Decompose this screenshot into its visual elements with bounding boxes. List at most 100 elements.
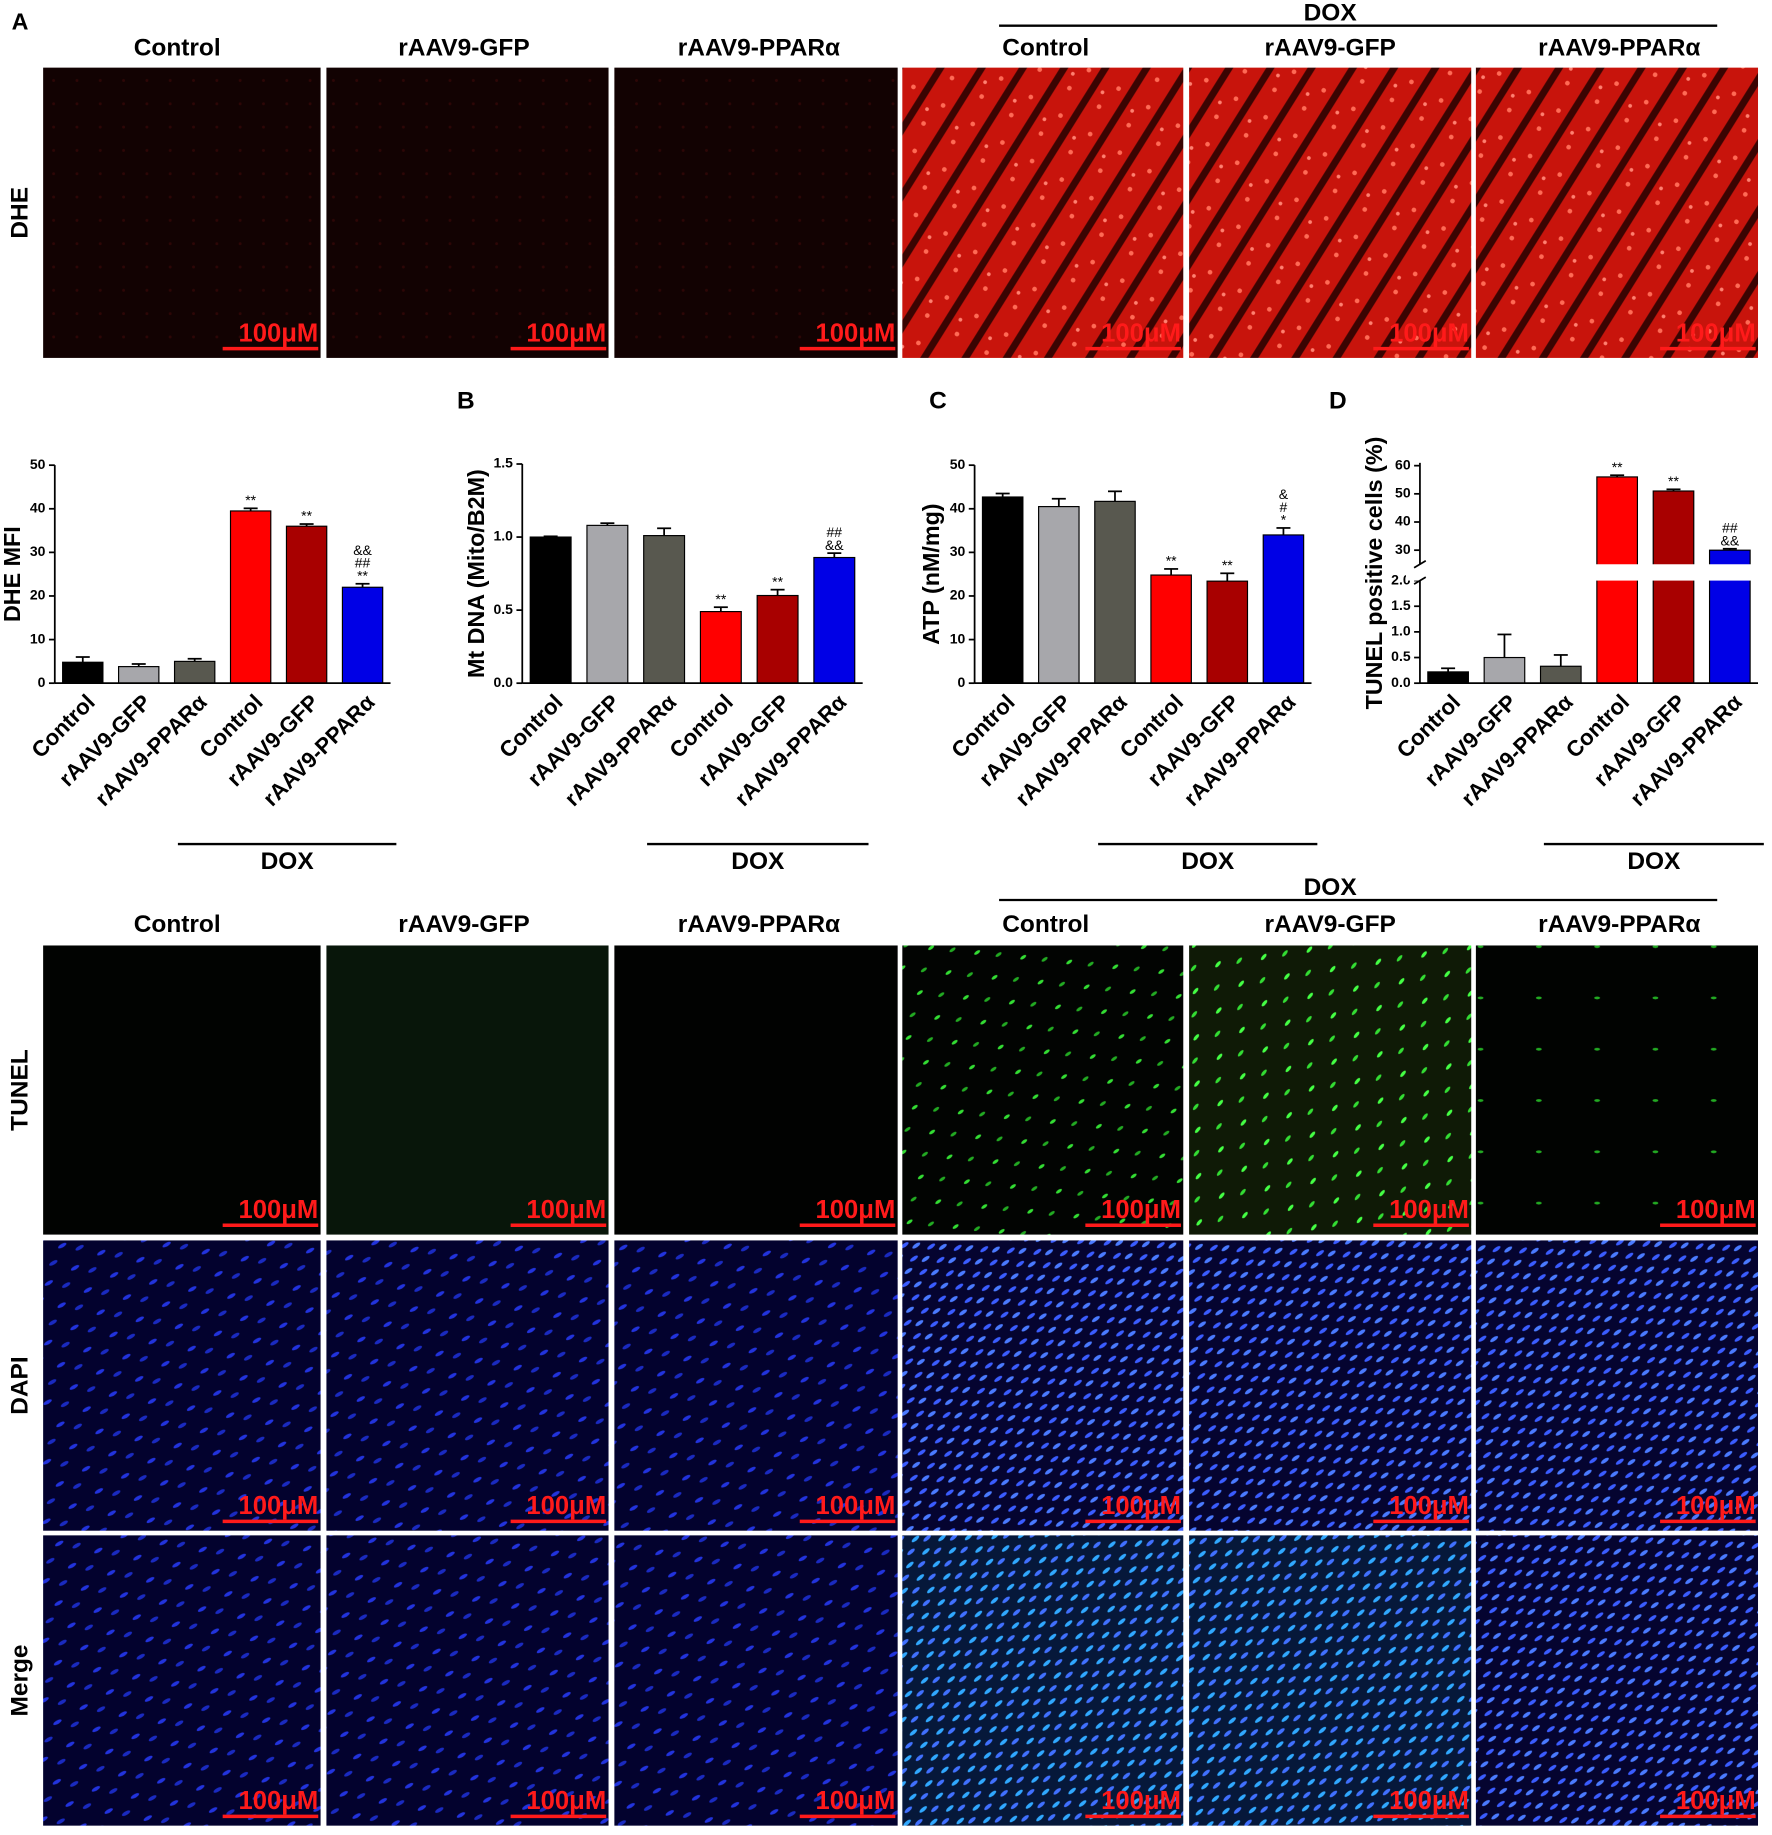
column-header: rAAV9-PPARα (678, 911, 840, 938)
micrograph (326, 67, 609, 358)
bar (699, 610, 742, 684)
micrograph (614, 67, 898, 358)
scale-bar-label: 100μM (816, 1787, 896, 1815)
y-tick-label: 1.5 (494, 455, 514, 471)
significance: ** (1222, 557, 1233, 573)
scale-bar-label: 100μM (526, 1196, 606, 1224)
micrograph (326, 1240, 609, 1531)
micrograph (1475, 945, 1759, 1235)
break-mark (1413, 560, 1427, 569)
scale-bar-label: 100μM (1676, 1492, 1756, 1520)
y-tick-label: 40 (30, 499, 46, 515)
y-tick-label: 0.5 (1391, 648, 1411, 664)
y-tick-label: 50 (30, 456, 46, 472)
scale-bar-label: 100μM (1676, 319, 1756, 347)
significance: ## (355, 555, 371, 571)
scale-bar-label: 100μM (1389, 1492, 1469, 1520)
y-tick-label: 0 (957, 674, 965, 690)
row-label: DHE (6, 187, 33, 239)
panel-label: C (929, 388, 947, 415)
bar (643, 535, 686, 684)
row-label: DAPI (6, 1356, 33, 1414)
micrograph (1475, 1240, 1759, 1531)
bar (981, 496, 1024, 684)
group-label: DOX (1304, 0, 1358, 26)
column-header: rAAV9-GFP (1264, 911, 1395, 938)
y-tick-label: 40 (950, 499, 966, 515)
significance: * (1281, 512, 1287, 528)
micrograph (902, 67, 1184, 358)
axis-break (1405, 564, 1761, 581)
scale-bar-label: 100μM (816, 1196, 896, 1224)
micrograph (614, 1240, 898, 1531)
micrograph (326, 945, 609, 1235)
column-header: rAAV9-GFP (1264, 34, 1395, 61)
scale-bar-label: 100μM (1101, 1492, 1181, 1520)
scale-bar-label: 100μM (238, 1492, 318, 1520)
significance: && (353, 542, 372, 558)
significance: ** (1668, 473, 1679, 489)
significance: ** (1612, 459, 1623, 475)
scale-bar-label: 100μM (816, 319, 896, 347)
panel-label: B (457, 388, 475, 415)
significance: ** (301, 508, 312, 524)
bar (1206, 580, 1249, 684)
y-tick-label: 10 (30, 630, 46, 646)
micrograph (1189, 945, 1472, 1235)
scale-bar-label: 100μM (1389, 1196, 1469, 1224)
bar (586, 524, 629, 684)
bar (1150, 574, 1192, 684)
significance: ## (1722, 520, 1738, 536)
y-tick-label: 50 (1395, 485, 1411, 501)
column-header: rAAV9-PPARα (1538, 34, 1700, 61)
row-label: Merge (6, 1644, 33, 1716)
y-tick-label: 50 (950, 456, 966, 472)
group-label: DOX (261, 848, 315, 875)
bar (1483, 656, 1526, 684)
bar (173, 660, 216, 684)
column-header: Control (134, 34, 221, 61)
column-header: rAAV9-GFP (398, 34, 529, 61)
significance: && (825, 537, 844, 553)
scale-bar-label: 100μM (526, 1787, 606, 1815)
column-header: rAAV9-PPARα (1538, 911, 1700, 938)
significance: ** (772, 573, 783, 589)
bar (341, 586, 384, 684)
y-tick-label: 2.0 (1391, 571, 1411, 587)
bar (1539, 665, 1582, 684)
micrograph (902, 1535, 1184, 1826)
y-tick-label: 20 (30, 587, 46, 603)
micrograph (1475, 67, 1759, 358)
y-tick-label: 1.0 (1391, 623, 1411, 639)
y-tick-label: 1.5 (1391, 597, 1411, 613)
y-axis-label: ATP (nM/mg) (918, 503, 944, 644)
column-header: rAAV9-PPARα (678, 34, 840, 61)
y-tick-label: 60 (1395, 456, 1411, 472)
scale-bar-label: 100μM (238, 1787, 318, 1815)
group-label: DOX (1181, 848, 1235, 875)
significance: && (1721, 532, 1740, 548)
bar (1038, 506, 1080, 684)
y-axis-label: Mt DNA (Mito/B2M) (463, 469, 489, 678)
scale-bar-label: 100μM (1101, 319, 1181, 347)
y-axis-label: DHE MFI (0, 526, 25, 622)
scale-bar-label: 100μM (526, 319, 606, 347)
significance: # (1280, 499, 1288, 515)
bar (118, 666, 160, 684)
significance: & (1279, 486, 1289, 502)
significance: ** (245, 492, 256, 508)
micrograph (43, 1535, 321, 1826)
y-tick-label: 30 (1395, 541, 1411, 557)
bar (1427, 671, 1469, 684)
micrograph (1189, 1240, 1472, 1531)
bar (529, 536, 572, 684)
row-label: TUNEL (6, 1049, 33, 1131)
scale-bar-label: 100μM (1389, 319, 1469, 347)
y-tick-label: 0.0 (1391, 674, 1411, 690)
scale-bar-label: 100μM (1101, 1787, 1181, 1815)
significance: ## (827, 524, 843, 540)
bar (813, 556, 856, 684)
micrograph (43, 945, 321, 1235)
column-header: Control (1002, 34, 1089, 61)
micrograph (1189, 67, 1472, 358)
